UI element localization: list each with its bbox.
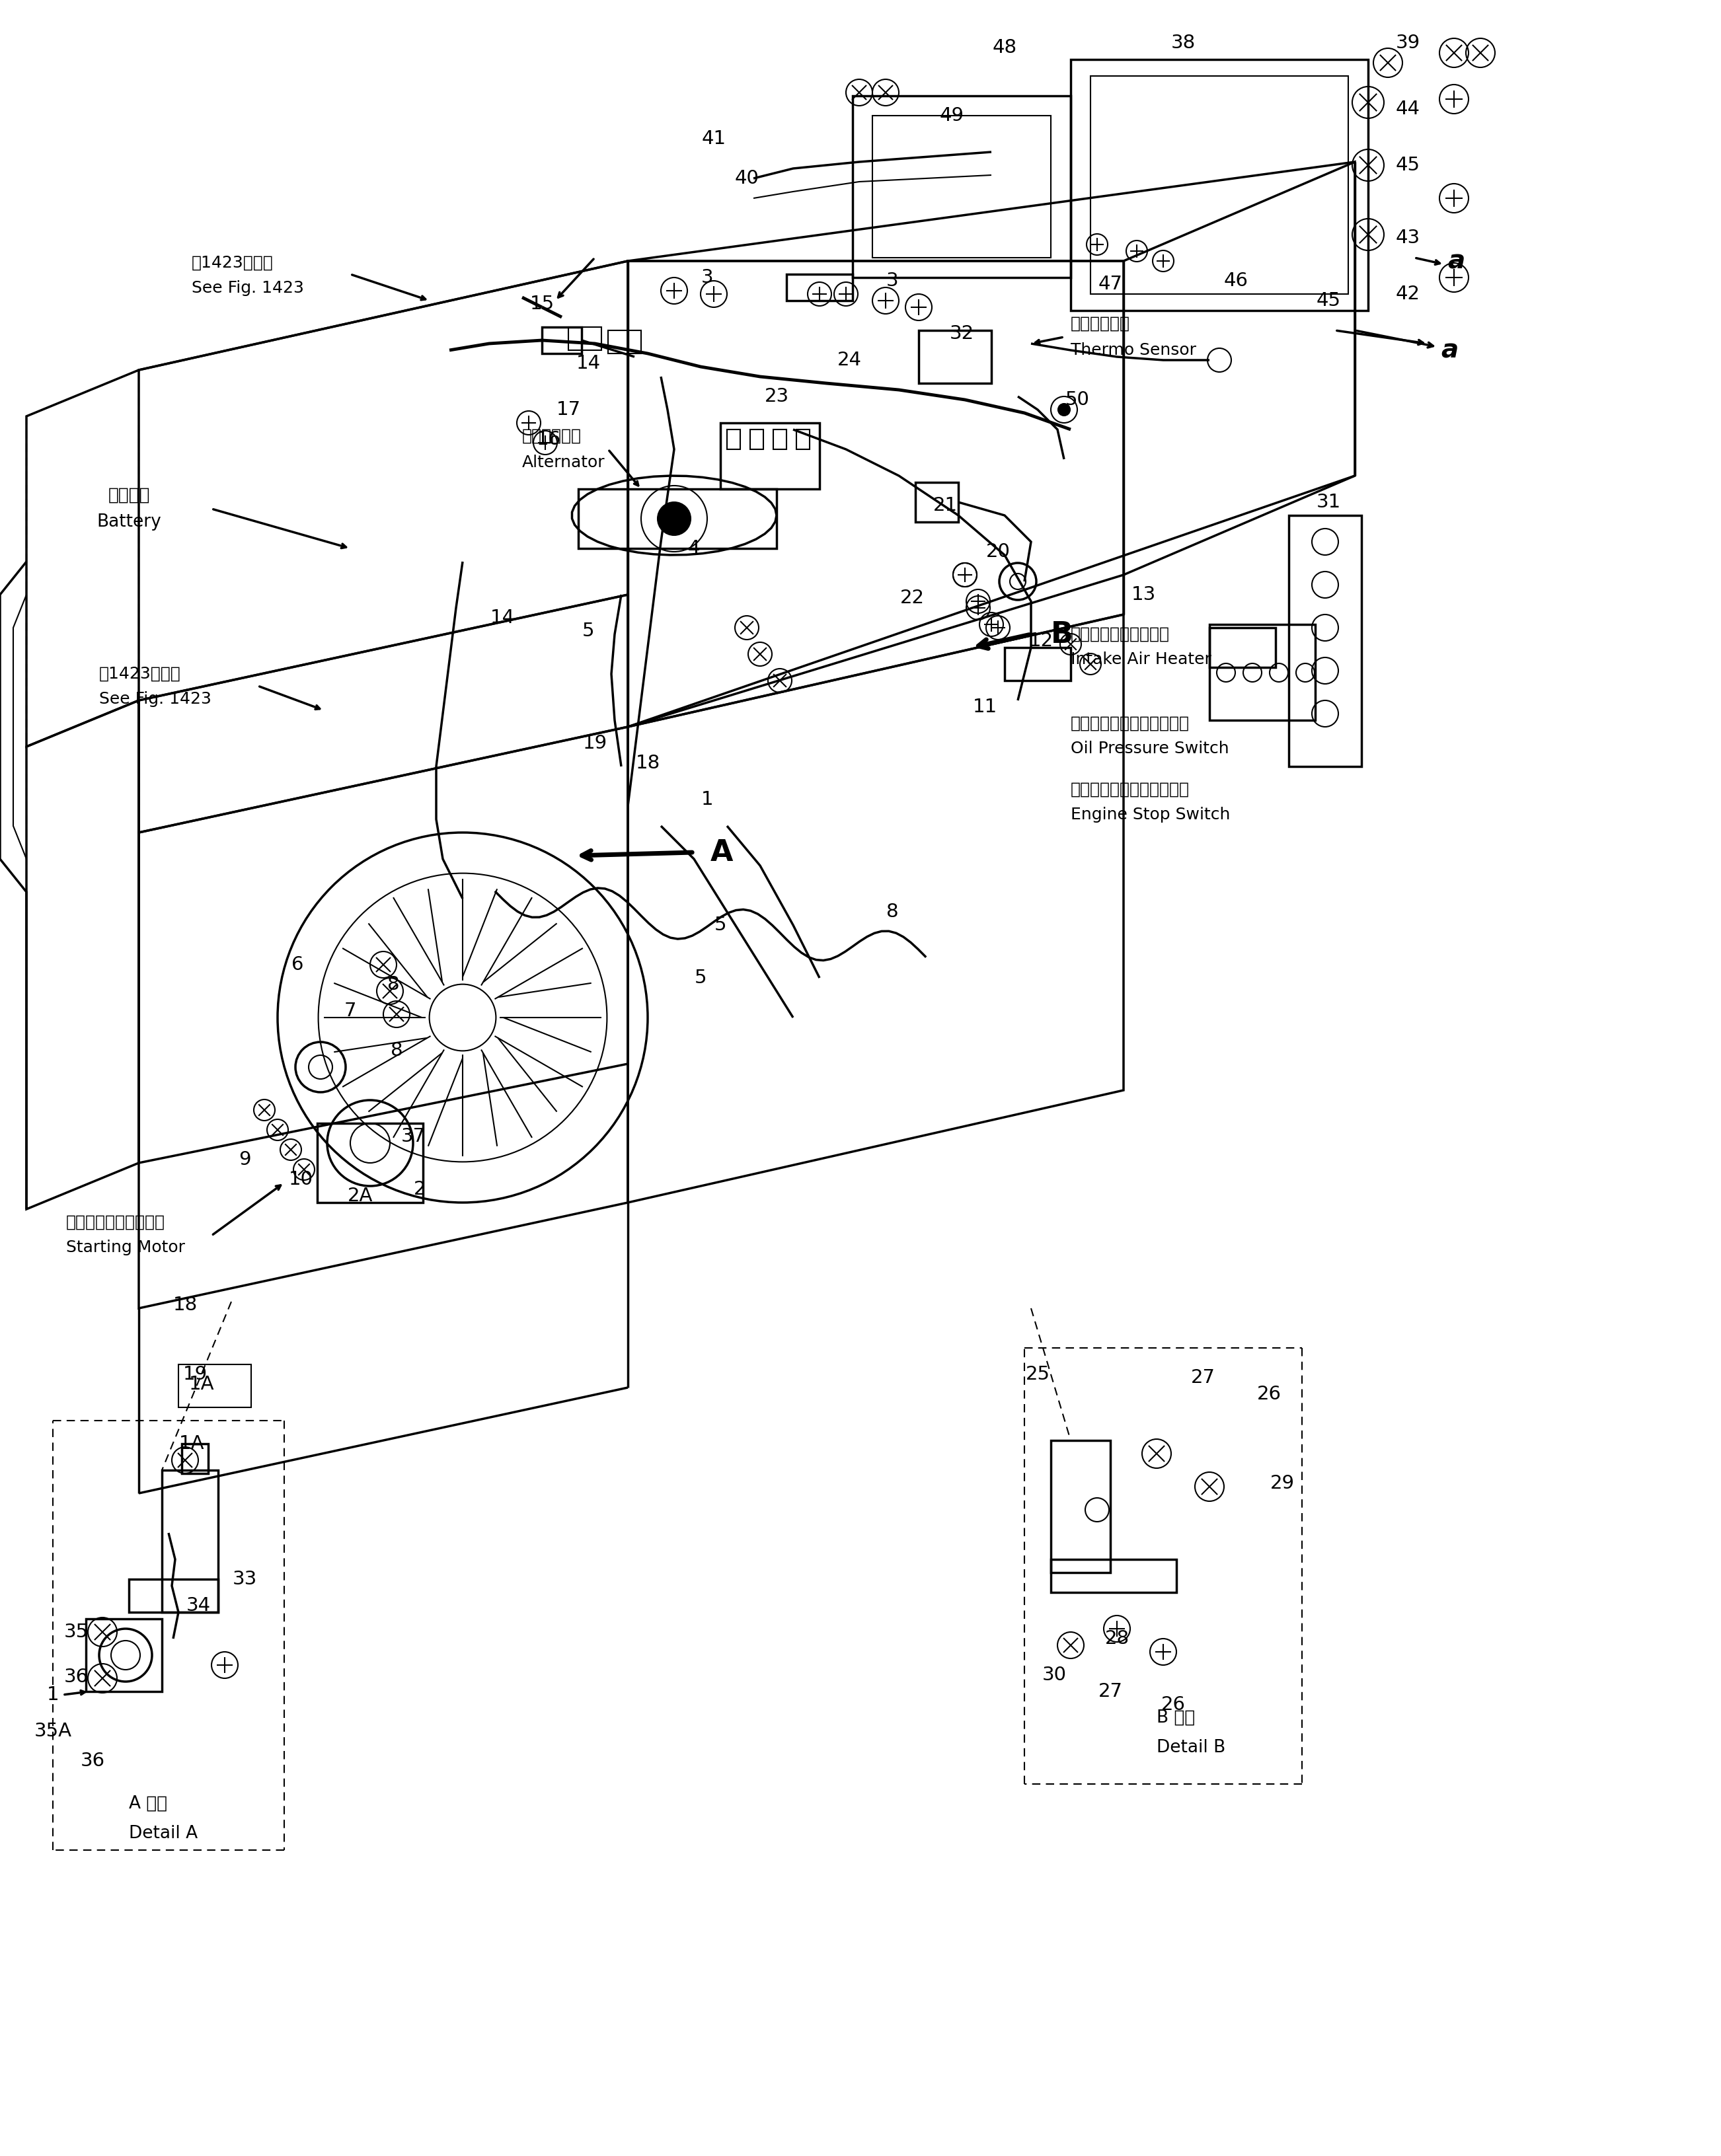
Text: 14: 14 xyxy=(490,608,515,627)
Text: 31: 31 xyxy=(1317,494,1341,511)
Text: 23: 23 xyxy=(764,388,788,405)
Text: 18: 18 xyxy=(172,1296,198,1315)
Text: 1: 1 xyxy=(46,1686,59,1703)
Text: 15: 15 xyxy=(530,295,554,313)
Text: Alternator: Alternator xyxy=(521,455,606,470)
Text: Engine Stop Switch: Engine Stop Switch xyxy=(1070,806,1231,824)
Text: 9: 9 xyxy=(239,1151,251,1169)
Text: 27: 27 xyxy=(1191,1369,1215,1386)
Text: 40: 40 xyxy=(735,168,759,188)
Text: a: a xyxy=(1440,338,1458,362)
Text: 45: 45 xyxy=(1396,155,1420,175)
Text: 49: 49 xyxy=(940,106,964,125)
Text: 35A: 35A xyxy=(34,1723,72,1740)
Text: 38: 38 xyxy=(1170,34,1196,52)
Text: Detail B: Detail B xyxy=(1157,1740,1225,1757)
Text: 2: 2 xyxy=(413,1179,425,1199)
Text: サーモセンサ: サーモセンサ xyxy=(1070,315,1131,332)
Text: See Fig. 1423: See Fig. 1423 xyxy=(100,692,212,707)
Text: 34: 34 xyxy=(186,1595,210,1615)
Text: 42: 42 xyxy=(1396,285,1420,304)
Text: 12: 12 xyxy=(1029,632,1053,651)
Text: 50: 50 xyxy=(1065,390,1089,410)
Text: 13: 13 xyxy=(1131,586,1157,604)
Text: 8: 8 xyxy=(886,903,898,921)
Text: Battery: Battery xyxy=(96,513,162,530)
Text: Oil Pressure Switch: Oil Pressure Switch xyxy=(1070,742,1229,757)
Text: 43: 43 xyxy=(1396,229,1420,248)
Circle shape xyxy=(657,502,690,535)
Text: 37: 37 xyxy=(401,1128,425,1145)
Text: 24: 24 xyxy=(836,351,862,369)
Text: 29: 29 xyxy=(1270,1475,1294,1492)
Text: 32: 32 xyxy=(950,323,974,343)
Text: 8: 8 xyxy=(391,1041,403,1061)
Text: 17: 17 xyxy=(556,401,580,418)
Text: Detail A: Detail A xyxy=(129,1824,198,1841)
Text: Thermo Sensor: Thermo Sensor xyxy=(1070,343,1196,358)
Text: 35: 35 xyxy=(64,1623,88,1641)
Text: See Fig. 1423: See Fig. 1423 xyxy=(191,280,305,295)
Text: 46: 46 xyxy=(1224,272,1248,291)
Text: エンジンストップスイッチ: エンジンストップスイッチ xyxy=(1070,783,1189,798)
Text: 6: 6 xyxy=(291,955,303,975)
Text: B 詳細: B 詳細 xyxy=(1157,1710,1194,1727)
Text: 47: 47 xyxy=(1098,274,1122,293)
Text: 18: 18 xyxy=(635,755,659,772)
Text: 36: 36 xyxy=(81,1751,105,1770)
Text: A: A xyxy=(711,839,733,867)
Text: 45: 45 xyxy=(1317,291,1341,310)
Text: 5: 5 xyxy=(695,968,707,987)
Text: 28: 28 xyxy=(1105,1630,1129,1647)
Text: 1: 1 xyxy=(700,791,712,808)
Text: B: B xyxy=(1052,621,1074,649)
Text: 第1423図参照: 第1423図参照 xyxy=(191,254,274,272)
Text: 41: 41 xyxy=(702,129,726,149)
Text: 26: 26 xyxy=(1256,1384,1280,1404)
Text: 4: 4 xyxy=(688,539,700,558)
Text: 2A: 2A xyxy=(348,1186,373,1205)
Text: 39: 39 xyxy=(1396,34,1420,52)
Text: 3: 3 xyxy=(886,272,898,291)
Text: バッテリ: バッテリ xyxy=(108,487,150,505)
Text: 第1423図参照: 第1423図参照 xyxy=(100,666,181,681)
Text: Intake Air Heater: Intake Air Heater xyxy=(1070,651,1212,668)
Text: 21: 21 xyxy=(933,496,957,515)
Text: 25: 25 xyxy=(1026,1365,1050,1384)
Text: A 詳細: A 詳細 xyxy=(129,1796,167,1813)
Text: a: a xyxy=(1447,248,1465,274)
Circle shape xyxy=(1058,403,1070,416)
Text: オルタネータ: オルタネータ xyxy=(521,429,582,444)
Text: 1A: 1A xyxy=(179,1434,205,1453)
Text: 33: 33 xyxy=(232,1570,256,1589)
Text: 11: 11 xyxy=(972,699,996,716)
Text: 14: 14 xyxy=(577,354,601,373)
Text: 26: 26 xyxy=(1162,1695,1186,1714)
Text: 36: 36 xyxy=(64,1669,88,1686)
Text: 27: 27 xyxy=(1098,1682,1122,1701)
Text: 19: 19 xyxy=(582,733,608,752)
Text: 30: 30 xyxy=(1041,1667,1067,1684)
Text: 20: 20 xyxy=(986,543,1010,561)
Text: オイルプレッシャスイッチ: オイルプレッシャスイッチ xyxy=(1070,716,1189,731)
Text: 48: 48 xyxy=(993,39,1017,56)
Text: 44: 44 xyxy=(1396,99,1420,119)
Text: 8: 8 xyxy=(387,975,399,994)
Text: 16: 16 xyxy=(537,431,561,448)
Text: 22: 22 xyxy=(900,589,924,608)
Text: 19: 19 xyxy=(182,1365,207,1384)
Text: 7: 7 xyxy=(344,1003,356,1020)
Text: インテークエアヒータ: インテークエアヒータ xyxy=(1070,627,1170,642)
Text: スターティングモータ: スターティングモータ xyxy=(65,1214,165,1231)
Text: 1A: 1A xyxy=(189,1376,215,1393)
Text: 5: 5 xyxy=(582,621,594,640)
Text: 3: 3 xyxy=(700,267,712,287)
Text: 5: 5 xyxy=(714,916,726,934)
Text: Starting Motor: Starting Motor xyxy=(65,1240,186,1255)
Text: 10: 10 xyxy=(289,1171,313,1188)
